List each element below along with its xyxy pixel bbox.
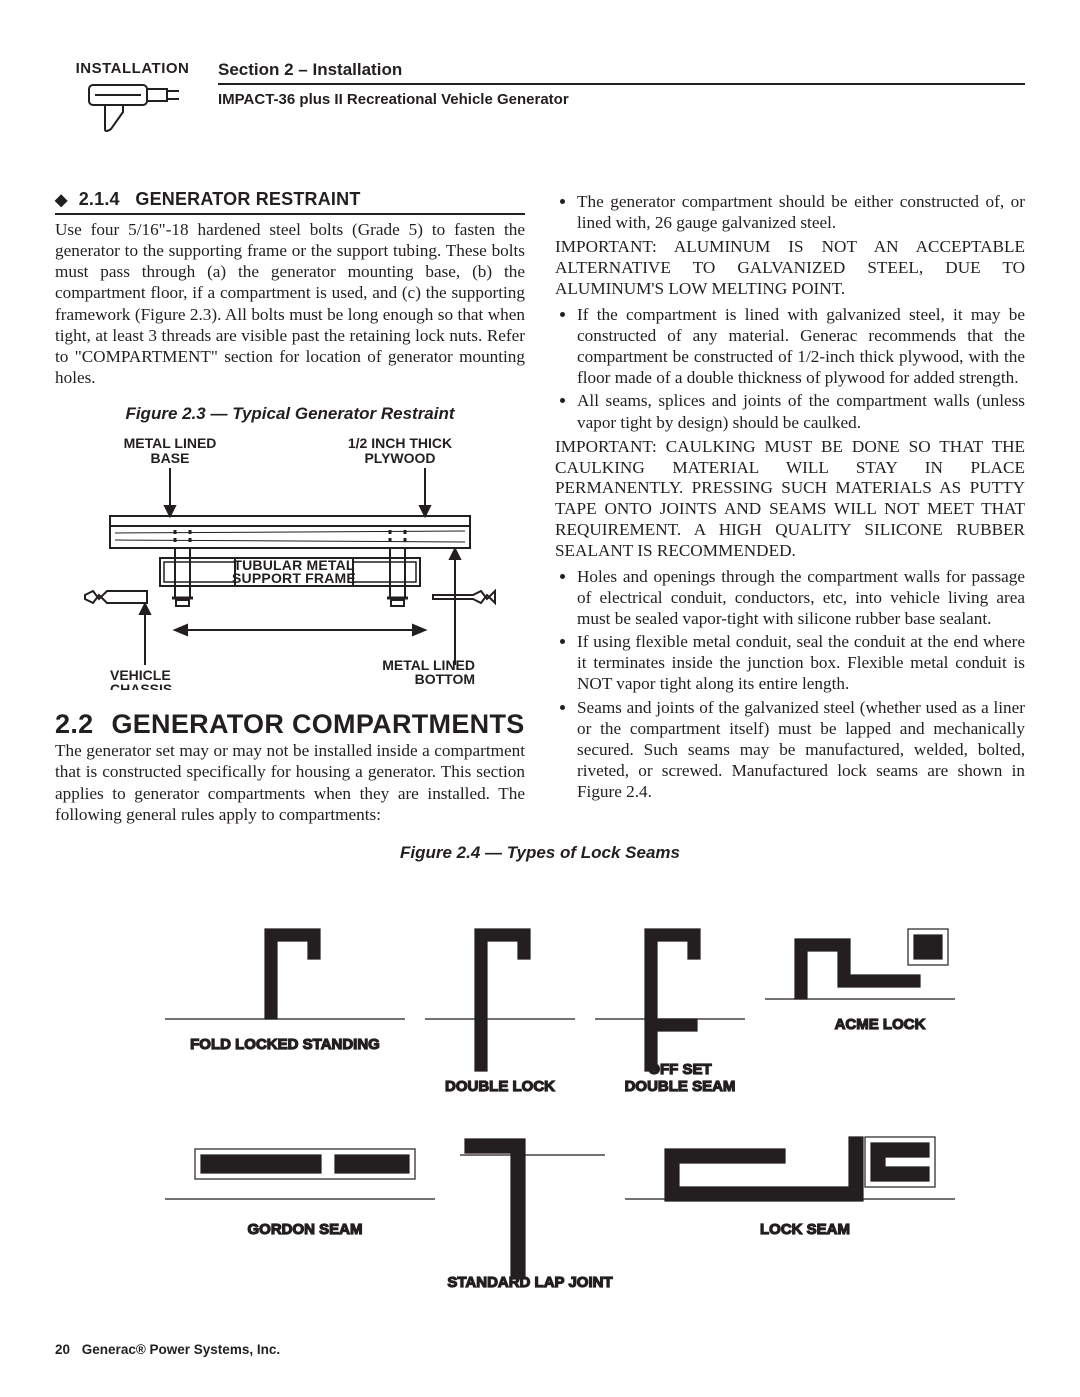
bullet-list: The generator compartment should be eith… xyxy=(555,191,1025,233)
section-subtitle: IMPACT-36 plus II Recreational Vehicle G… xyxy=(218,91,1025,108)
svg-text:CHASSIS: CHASSIS xyxy=(110,681,172,690)
svg-text:PLYWOOD: PLYWOOD xyxy=(364,450,435,466)
content-columns: ◆ 2.1.4 GENERATOR RESTRAINT Use four 5/1… xyxy=(55,189,1025,825)
bullet-item: If the compartment is lined with galvani… xyxy=(577,304,1025,389)
section-title: Section 2 – Installation xyxy=(218,60,1025,85)
page: INSTALLATION Section 2 – Installation IM… xyxy=(0,0,1080,1397)
bullet-item: If using flexible metal conduit, seal th… xyxy=(577,631,1025,694)
section-number: 2.2 xyxy=(55,709,93,739)
figure-2-4: FOLD LOCKED STANDING DOUBLE LOCK OFF SET… xyxy=(55,869,1025,1294)
right-column: The generator compartment should be eith… xyxy=(555,189,1025,825)
svg-text:OFF SET: OFF SET xyxy=(648,1061,711,1078)
svg-text:STANDARD LAP JOINT: STANDARD LAP JOINT xyxy=(447,1274,612,1289)
figure-2-3-svg: METAL LINED BASE 1/2 INCH THICK PLYWOOD xyxy=(75,430,505,690)
header-titles: Section 2 – Installation IMPACT-36 plus … xyxy=(218,60,1025,108)
figure-caption: Figure 2.4 — Types of Lock Seams xyxy=(55,843,1025,863)
left-column: ◆ 2.1.4 GENERATOR RESTRAINT Use four 5/1… xyxy=(55,189,525,825)
svg-text:BOTTOM: BOTTOM xyxy=(415,671,475,687)
subsection-heading: ◆ 2.1.4 GENERATOR RESTRAINT xyxy=(55,189,525,215)
subsection-number: 2.1.4 xyxy=(79,189,120,209)
fig23-label: METAL LINED xyxy=(124,435,217,451)
page-footer: 20 Generac® Power Systems, Inc. xyxy=(55,1342,280,1357)
svg-text:LOCK SEAM: LOCK SEAM xyxy=(760,1221,850,1238)
bullet-item: All seams, splices and joints of the com… xyxy=(577,390,1025,432)
subsection-title: GENERATOR RESTRAINT xyxy=(135,189,360,209)
page-header: INSTALLATION Section 2 – Installation IM… xyxy=(55,60,1025,134)
important-note: IMPORTANT: ALUMINUM IS NOT AN ACCEPTABLE… xyxy=(555,237,1025,299)
figure-2-4-svg: FOLD LOCKED STANDING DOUBLE LOCK OFF SET… xyxy=(105,869,975,1289)
svg-text:SUPPORT FRAME: SUPPORT FRAME xyxy=(232,570,356,586)
svg-text:BASE: BASE xyxy=(151,450,190,466)
bullet-item: Seams and joints of the galvanized steel… xyxy=(577,697,1025,803)
bullet-item: The generator compartment should be eith… xyxy=(577,191,1025,233)
figure-2-3: METAL LINED BASE 1/2 INCH THICK PLYWOOD xyxy=(55,430,525,695)
drill-icon xyxy=(83,79,183,134)
page-number: 20 xyxy=(55,1342,70,1357)
figure-caption: Figure 2.3 — Typical Generator Restraint xyxy=(55,404,525,424)
section-heading: 2.2 GENERATOR COMPARTMENTS xyxy=(55,709,525,740)
svg-text:DOUBLE LOCK: DOUBLE LOCK xyxy=(445,1078,555,1095)
svg-text:DOUBLE SEAM: DOUBLE SEAM xyxy=(625,1078,736,1095)
diamond-icon: ◆ xyxy=(55,192,68,209)
paragraph: Use four 5/16"-18 hardened steel bolts (… xyxy=(55,219,525,388)
svg-text:1/2 INCH THICK: 1/2 INCH THICK xyxy=(348,435,452,451)
bullet-list: Holes and openings through the compartme… xyxy=(555,566,1025,803)
bullet-item: Holes and openings through the compartme… xyxy=(577,566,1025,629)
paragraph: The generator set may or may not be inst… xyxy=(55,740,525,825)
svg-text:FOLD LOCKED STANDING: FOLD LOCKED STANDING xyxy=(190,1036,380,1053)
svg-text:GORDON SEAM: GORDON SEAM xyxy=(247,1221,362,1238)
company-name: Generac® Power Systems, Inc. xyxy=(82,1342,280,1357)
important-note: IMPORTANT: CAULKING MUST BE DONE SO THAT… xyxy=(555,437,1025,562)
installation-label: INSTALLATION xyxy=(55,60,210,77)
svg-text:ACME LOCK: ACME LOCK xyxy=(835,1016,926,1033)
section-title: GENERATOR COMPARTMENTS xyxy=(111,709,524,739)
bullet-list: If the compartment is lined with galvani… xyxy=(555,304,1025,433)
header-badge: INSTALLATION xyxy=(55,60,210,134)
